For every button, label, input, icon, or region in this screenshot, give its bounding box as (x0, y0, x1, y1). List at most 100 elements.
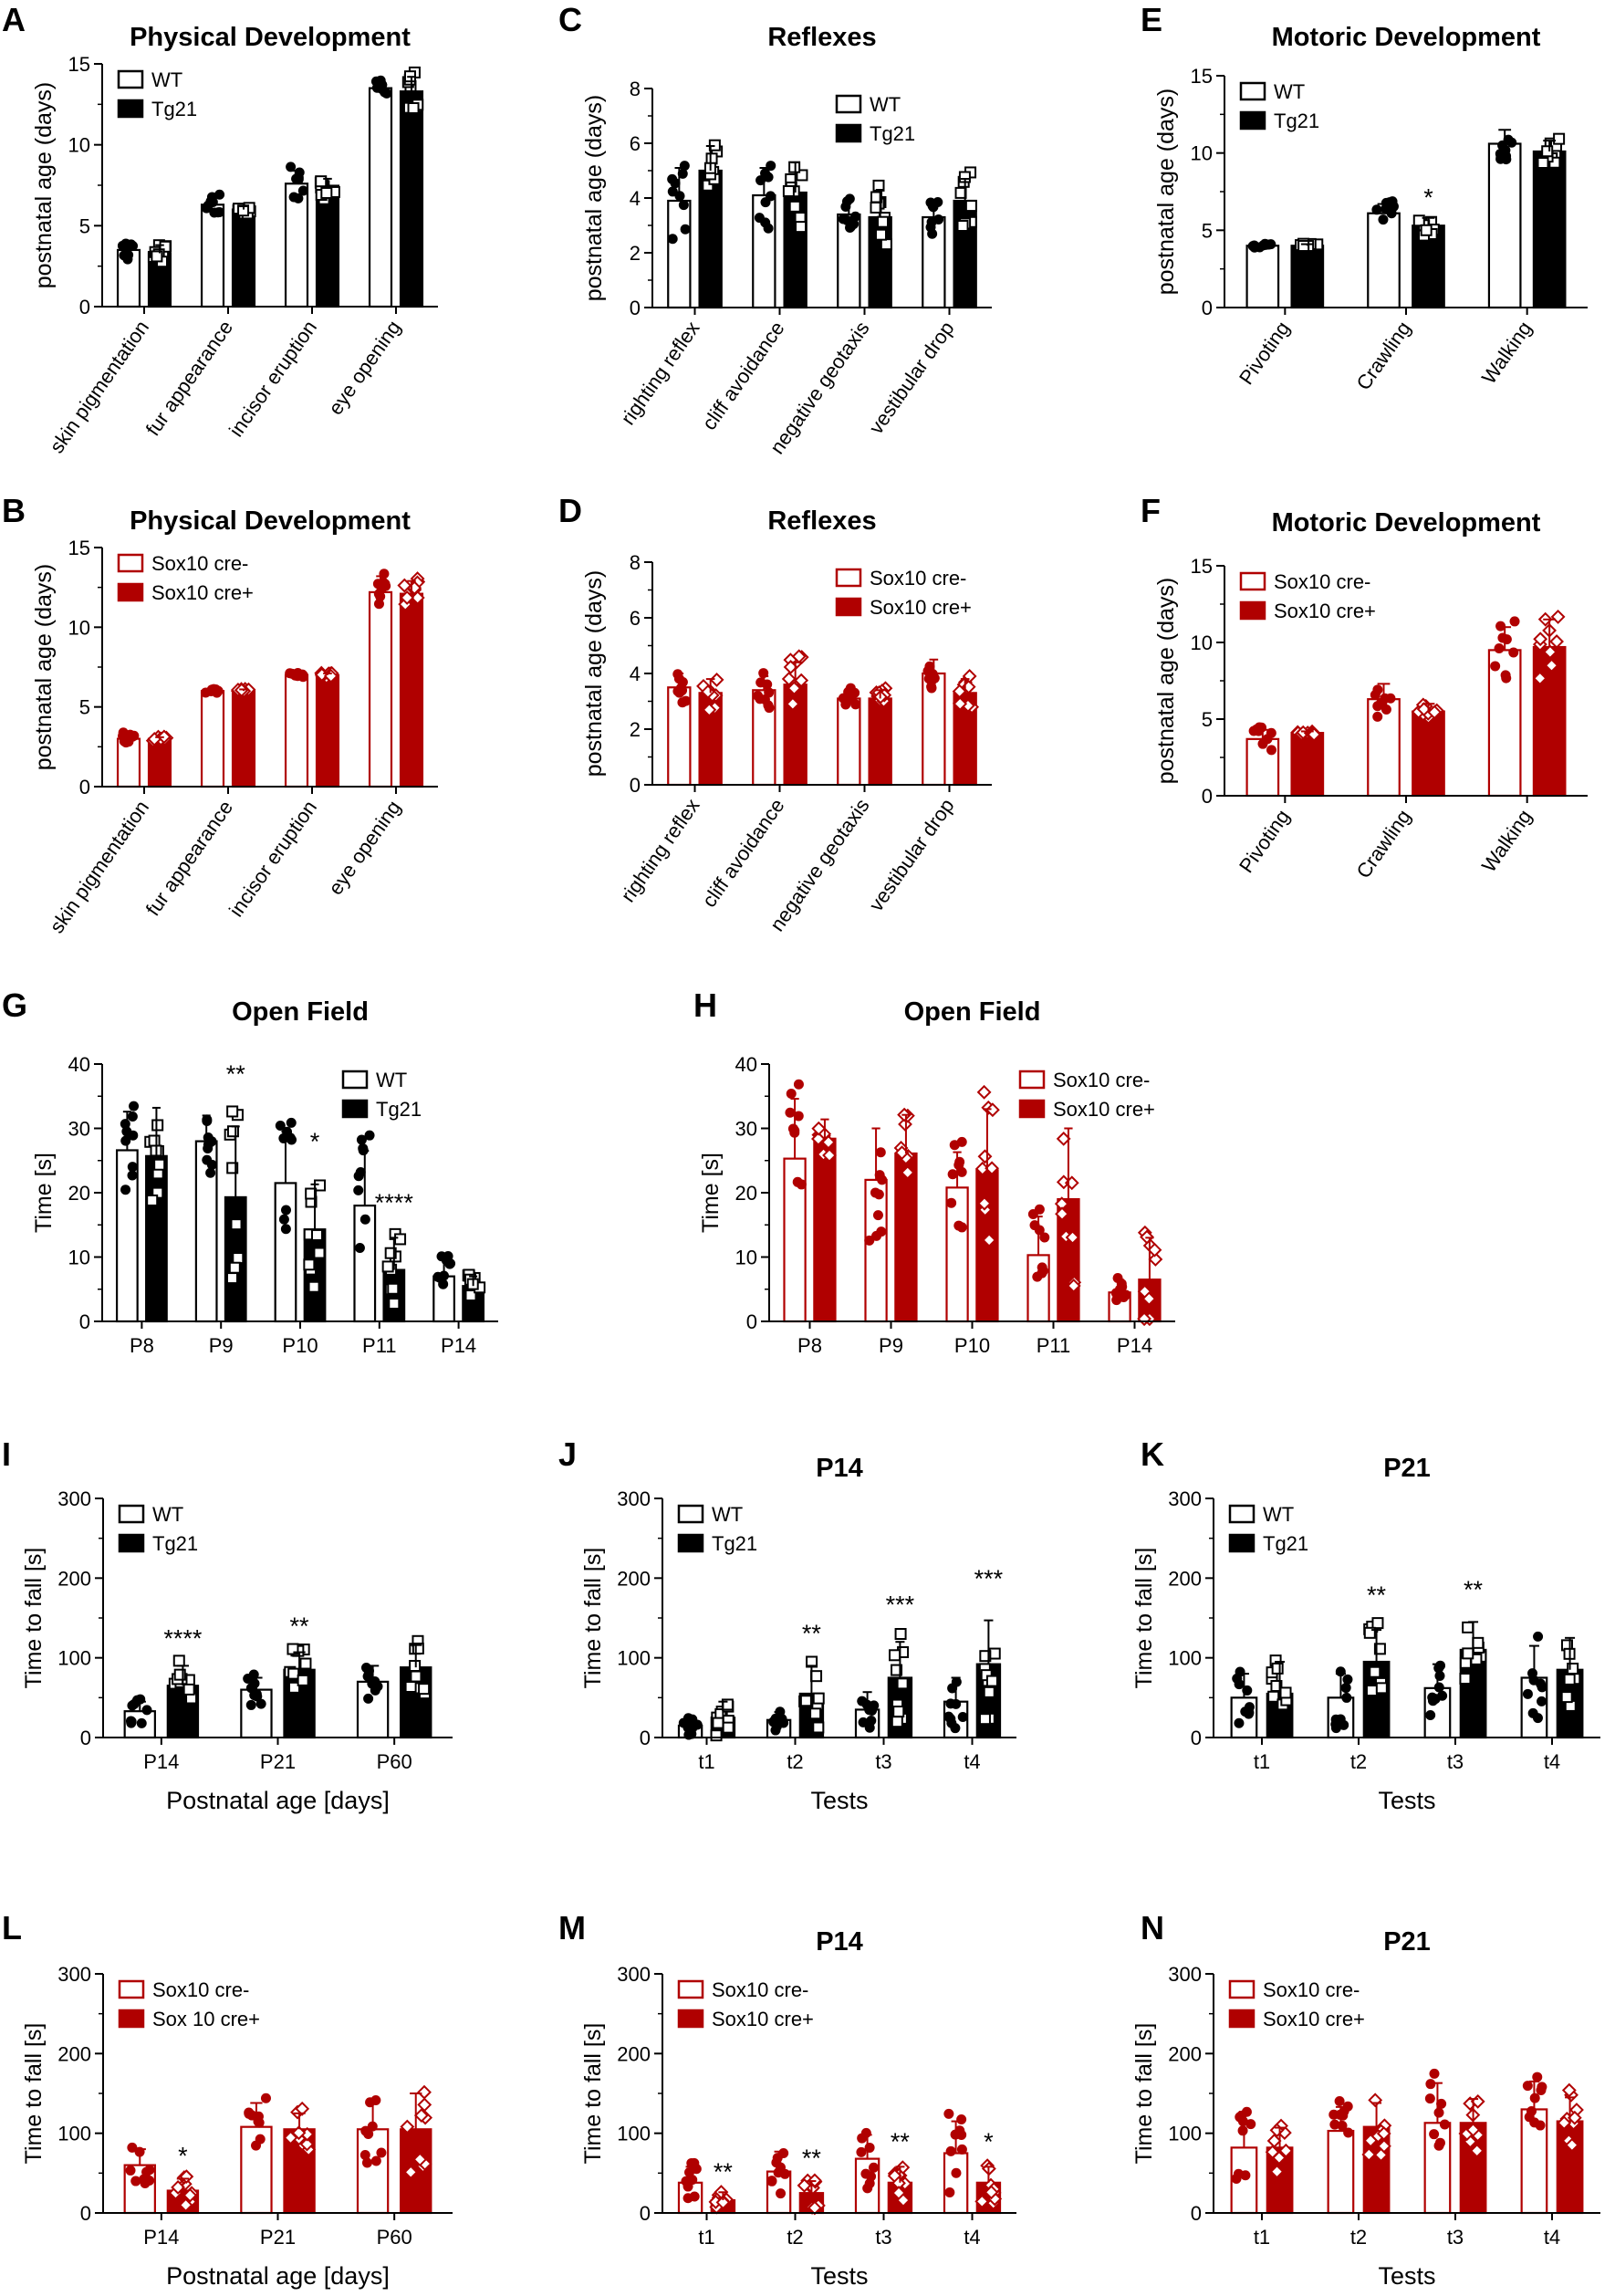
legend-swatch (677, 1504, 704, 1524)
bar (752, 193, 776, 309)
data-point (956, 2129, 967, 2140)
data-point (1378, 214, 1389, 225)
x-tick-label: incisor eruption (224, 317, 321, 442)
x-tick-label: Pivoting (1235, 318, 1294, 389)
data-point (979, 1650, 992, 1663)
x-tick-label: t4 (964, 1750, 980, 1773)
data-point (681, 2176, 692, 2186)
data-point (1412, 214, 1425, 227)
data-point (1424, 2093, 1435, 2104)
data-point (1342, 1674, 1353, 1685)
data-point (880, 238, 892, 251)
x-tick-label: P14 (143, 1750, 179, 1773)
data-point (127, 1111, 138, 1122)
data-point (1245, 2119, 1256, 2130)
data-point (867, 1706, 878, 1717)
bar (975, 1169, 999, 1323)
data-point (226, 1125, 239, 1138)
data-point (1369, 1665, 1381, 1678)
legend-label: WT (1274, 80, 1305, 103)
data-point (358, 1143, 369, 1153)
y-tick-label: 6 (630, 132, 641, 155)
legend-swatch (117, 582, 144, 602)
data-point (363, 2128, 374, 2139)
data-point (407, 102, 420, 115)
data-point (205, 1167, 216, 1178)
panel-title: Open Field (904, 997, 1041, 1027)
data-point (682, 1722, 693, 1733)
y-tick-label: 0 (80, 2202, 91, 2225)
legend-swatch (118, 2009, 145, 2029)
chart-d: D Reflexes 0 2 4 6 8 postnatal age (days) righti… (558, 492, 992, 935)
panel-letter: N (1141, 1909, 1164, 1946)
data-point (956, 220, 969, 233)
y-tick-label: 40 (68, 1053, 90, 1076)
data-point (810, 1670, 823, 1683)
data-point (1237, 2125, 1248, 2136)
x-tick-label: t1 (698, 2226, 714, 2249)
legend-swatch (118, 1533, 145, 1553)
data-point (1561, 2082, 1577, 2098)
data-point (313, 1247, 326, 1259)
panel-title: Motoric Development (1272, 508, 1541, 537)
data-point (889, 1649, 901, 1662)
panel-letter: G (2, 986, 27, 1024)
bar (399, 592, 424, 788)
data-point (1248, 725, 1259, 736)
x-tick-label: t3 (1447, 2226, 1464, 2249)
data-point (364, 1130, 375, 1141)
x-tick-label: t2 (1350, 1750, 1367, 1773)
y-tick-label: 2 (630, 242, 641, 265)
legend-label: Sox10 cre- (152, 1978, 249, 2001)
data-point (984, 2185, 999, 2200)
legend-label: Sox10 cre+ (1263, 2008, 1365, 2030)
legend-swatch (118, 1979, 145, 1999)
chart-e: E Motoric Development 0 5 10 15 postnatal age … (1141, 1, 1588, 394)
y-tick-label: 100 (1168, 2123, 1202, 2145)
y-tick-label: 15 (68, 53, 90, 76)
bar (315, 673, 340, 788)
data-point (781, 672, 797, 686)
data-point (293, 193, 304, 204)
data-point (359, 1214, 370, 1225)
chart-i: I 0 100 200 300 Time to fall [s] P14 P21 P60 Post… (2, 1435, 453, 1814)
y-tick-label: 100 (57, 1647, 91, 1670)
bar (894, 1152, 918, 1323)
significance-label: **** (163, 1624, 203, 1652)
data-point (375, 591, 386, 602)
data-point (381, 88, 392, 99)
data-point (1066, 1278, 1081, 1293)
data-point (1532, 2072, 1543, 2082)
data-point (1537, 1696, 1547, 1706)
data-point (1536, 1678, 1547, 1689)
legend-label: Sox10 cre+ (1274, 600, 1376, 622)
y-tick-label: 300 (57, 1963, 91, 1986)
data-point (956, 2114, 967, 2125)
panel-letter: A (2, 1, 26, 38)
data-point (1501, 634, 1512, 645)
data-point (776, 2162, 787, 2173)
data-point (1279, 1686, 1292, 1699)
data-point (892, 1706, 905, 1718)
data-point (1244, 1707, 1255, 1718)
data-point (203, 200, 214, 211)
data-point (320, 186, 333, 199)
panel-title: P21 (1383, 1454, 1431, 1483)
x-tick-label: P8 (130, 1334, 154, 1357)
bar (1487, 142, 1522, 309)
y-tick-label: 200 (1168, 1567, 1202, 1590)
data-point (1549, 634, 1564, 649)
significance-label: **** (375, 1189, 414, 1216)
data-point (776, 2188, 787, 2199)
panel-letter: J (558, 1435, 577, 1473)
legend-swatch (118, 1504, 145, 1524)
data-point (136, 1717, 147, 1728)
panel-title: Physical Development (130, 506, 411, 536)
data-point (1459, 1656, 1472, 1669)
data-point (1522, 2081, 1533, 2092)
data-point (362, 1671, 373, 1682)
x-tick-label: Crawling (1352, 318, 1416, 394)
data-point (1278, 2143, 1294, 2158)
x-tick-label: P14 (441, 1334, 476, 1357)
significance-label: * (310, 1128, 320, 1155)
